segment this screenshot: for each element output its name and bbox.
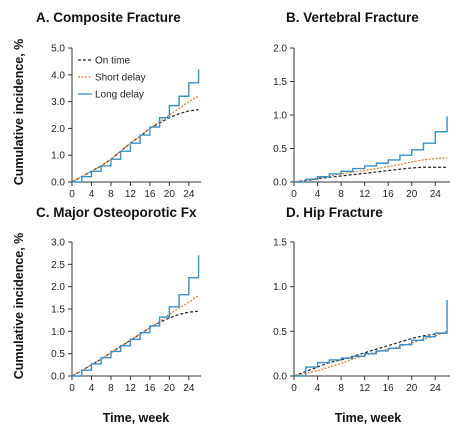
x-tick-label: 24 <box>430 189 442 200</box>
y-tick-label: 1.5 <box>273 238 287 249</box>
y-tick-label: 0.0 <box>273 178 287 189</box>
x-tick-label: 8 <box>108 383 114 394</box>
x-tick-label: 20 <box>164 383 176 394</box>
y-tick-label: 1.5 <box>273 77 287 88</box>
y-tick-label: 1.0 <box>51 151 65 162</box>
series-line-long-delay <box>72 69 200 183</box>
x-tick-label: 20 <box>406 189 418 200</box>
x-axis-label-left: Time, week <box>103 411 170 425</box>
x-axis-label-right: Time, week <box>335 411 402 425</box>
y-tick-label: 0.5 <box>51 349 65 360</box>
y-tick-label: 1.0 <box>273 282 287 293</box>
y-tick-label: 2.0 <box>51 124 65 135</box>
x-tick-label: 8 <box>108 189 114 200</box>
x-tick-label: 4 <box>315 189 321 200</box>
panel-a: A. Composite Fracture 0.0 1.0 2.0 3.0 4.0 5.0 0… <box>36 10 201 200</box>
x-tick-label: 0 <box>69 383 75 394</box>
legend-label: Short delay <box>95 73 146 84</box>
x-tick-label: 0 <box>291 383 297 394</box>
y-axis-label-bottom: Cumulative incidence, % <box>12 233 26 380</box>
x-tick-label: 24 <box>183 189 195 200</box>
panel-title: A. Composite Fracture <box>36 10 181 25</box>
x-tick-label: 4 <box>89 383 95 394</box>
x-tick-label: 8 <box>338 189 344 200</box>
y-tick-label: 2.0 <box>51 282 65 293</box>
y-tick-label: 3.0 <box>51 238 65 249</box>
y-tick-label: 0.5 <box>273 144 287 155</box>
x-tick-label: 16 <box>144 189 156 200</box>
x-tick-label: 12 <box>359 189 371 200</box>
panel-title: C. Major Osteoporotic Fx <box>36 205 197 220</box>
y-tick-label: 4.0 <box>51 70 65 81</box>
legend-label: Long delay <box>95 90 144 101</box>
y-tick-label: 1.0 <box>273 111 287 122</box>
x-tick-label: 4 <box>89 189 95 200</box>
x-tick-label: 8 <box>338 383 344 394</box>
y-tick-label: 2.0 <box>273 44 287 55</box>
x-tick-label: 4 <box>315 383 321 394</box>
series-line-on-time <box>293 166 448 183</box>
x-tick-label: 16 <box>383 383 395 394</box>
panel-b: B. Vertebral Fracture 0.0 0.5 1.0 1.5 2.0 0 4 8 1… <box>273 10 450 200</box>
legend-label: On time <box>95 56 130 67</box>
y-tick-label: 0.0 <box>51 178 65 189</box>
y-tick-label: 5.0 <box>51 44 65 55</box>
series-line-long-delay <box>294 300 448 377</box>
panel-title: D. Hip Fracture <box>286 205 383 220</box>
series-line-short-delay <box>293 157 448 183</box>
series-line-long-delay <box>294 116 448 183</box>
panel-d: D. Hip Fracture 0.0 0.5 1.0 1.5 0 4 8 12 16 20 24 <box>273 205 450 394</box>
series-line-on-time <box>71 109 199 183</box>
x-tick-label: 12 <box>125 189 137 200</box>
y-tick-label: 0.5 <box>273 327 287 338</box>
x-tick-label: 16 <box>383 189 395 200</box>
y-tick-label: 0.0 <box>51 372 65 383</box>
panel-title: B. Vertebral Fracture <box>286 10 419 25</box>
x-tick-label: 12 <box>359 383 371 394</box>
y-tick-label: 1.5 <box>51 305 65 316</box>
y-tick-label: 3.0 <box>51 97 65 108</box>
y-tick-label: 2.5 <box>51 260 65 271</box>
x-tick-label: 16 <box>144 383 156 394</box>
x-tick-label: 24 <box>430 383 442 394</box>
y-tick-label: 1.0 <box>51 327 65 338</box>
x-tick-label: 12 <box>125 383 137 394</box>
series-line-on-time <box>71 310 199 377</box>
x-tick-label: 0 <box>69 189 75 200</box>
series-line-on-time <box>293 332 448 377</box>
panel-c: C. Major Osteoporotic Fx 0.0 0.5 1.0 1.5 2.0 2… <box>36 205 201 394</box>
x-tick-label: 20 <box>164 189 176 200</box>
y-axis-label-top: Cumulative incidence, % <box>12 39 26 186</box>
series-line-short-delay <box>71 295 199 377</box>
series-line-long-delay <box>72 255 200 377</box>
x-tick-label: 24 <box>183 383 195 394</box>
y-tick-label: 0.0 <box>273 372 287 383</box>
x-tick-label: 20 <box>406 383 418 394</box>
series-line-short-delay <box>293 330 448 377</box>
x-tick-label: 0 <box>291 189 297 200</box>
